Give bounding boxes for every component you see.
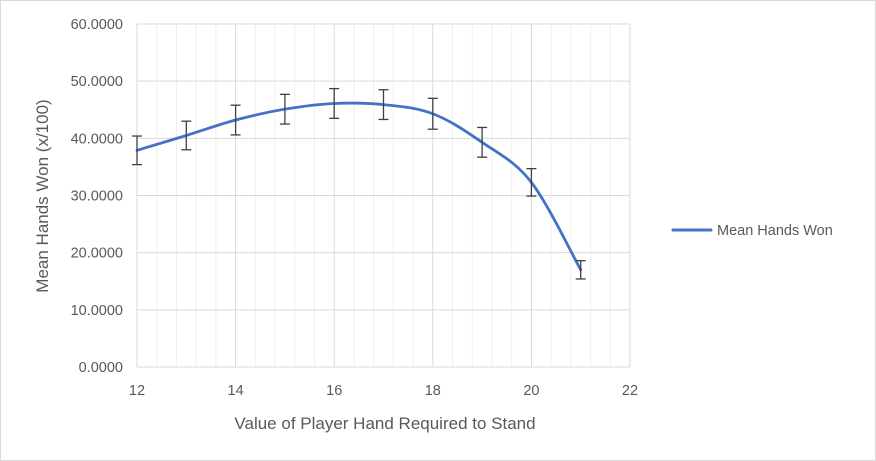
- y-tick-label: 60.0000: [71, 17, 123, 33]
- x-tick-label: 18: [425, 383, 441, 399]
- tick-labels: 0.0000 10.0000 20.0000 30.0000 40.0000 50.000…: [71, 17, 638, 399]
- y-tick-label: 50.0000: [71, 74, 123, 90]
- error-bar: [230, 104, 241, 136]
- y-tick-label: 20.0000: [71, 246, 123, 262]
- error-bars: [132, 87, 586, 280]
- y-tick-label: 40.0000: [71, 131, 123, 147]
- error-bar: [477, 126, 488, 158]
- error-bar: [378, 89, 389, 121]
- x-tick-label: 20: [523, 383, 539, 399]
- error-bar: [279, 93, 290, 125]
- series-layer: [135, 101, 583, 272]
- series-line-mean-hands-won: [135, 101, 583, 272]
- y-tick-label: 0.0000: [79, 360, 123, 376]
- legend: Mean Hands Won: [671, 223, 833, 239]
- error-bar: [329, 87, 340, 119]
- x-tick-label: 14: [228, 383, 244, 399]
- y-axis-title: Mean Hands Won (x/100): [33, 99, 52, 292]
- error-bar: [575, 260, 586, 280]
- x-tick-label: 12: [129, 383, 145, 399]
- y-tick-label: 10.0000: [71, 303, 123, 319]
- error-bar: [526, 167, 537, 197]
- error-bar: [181, 120, 192, 151]
- y-tick-label: 30.0000: [71, 189, 123, 205]
- error-bar: [132, 135, 142, 166]
- x-tick-label: 16: [326, 383, 342, 399]
- x-axis-title: Value of Player Hand Required to Stand: [234, 414, 535, 433]
- gridlines: [136, 23, 631, 368]
- legend-label-mean-hands-won: Mean Hands Won: [717, 223, 833, 239]
- x-tick-label: 22: [622, 383, 638, 399]
- error-bar: [427, 97, 438, 130]
